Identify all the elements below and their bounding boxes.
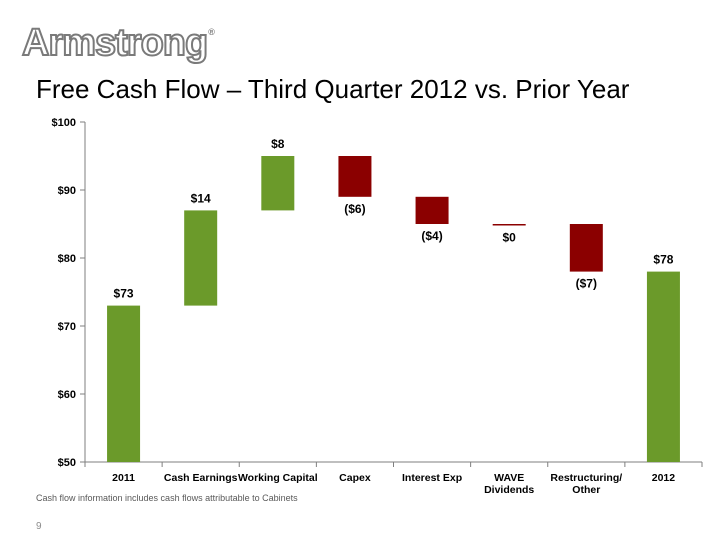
- data-label-1: $73: [114, 287, 134, 301]
- category-label: Dividends: [484, 484, 534, 496]
- y-tick-label: $80: [58, 253, 76, 265]
- armstrong-logo: Armstrong®: [21, 22, 215, 64]
- chart-data-labels: $73 $14 $8 ($6) ($4) $0 ($7) $78: [114, 137, 674, 301]
- category-label: Interest Exp: [402, 472, 462, 484]
- chart-category-labels: 2011 Cash Earnings Working Capital Capex Int…: [112, 472, 675, 496]
- registered-mark: ®: [208, 27, 215, 37]
- bar-5: [415, 196, 449, 224]
- y-tick-label: $60: [58, 389, 76, 401]
- bar-2: [184, 210, 218, 306]
- y-tick-label: $100: [52, 117, 76, 129]
- data-label-6: $0: [503, 230, 517, 244]
- data-label-4: ($6): [344, 202, 365, 216]
- page-title: Free Cash Flow – Third Quarter 2012 vs. …: [36, 74, 630, 104]
- category-label: 2011: [112, 472, 135, 484]
- data-label-2: $14: [191, 191, 211, 205]
- data-label-7: ($7): [576, 277, 597, 291]
- bar-4: [338, 156, 372, 197]
- category-label: Restructuring/: [550, 472, 622, 484]
- category-label: WAVE: [494, 472, 524, 484]
- y-tick-label: $50: [58, 457, 76, 469]
- data-label-3: $8: [271, 137, 285, 151]
- bar-6: [492, 224, 526, 226]
- bar-8: [646, 271, 680, 462]
- category-label: Other: [572, 484, 600, 496]
- category-label: Capex: [339, 472, 371, 484]
- bar-7: [569, 224, 603, 272]
- category-label: 2012: [652, 472, 676, 484]
- footnote: Cash flow information includes cash flow…: [36, 493, 298, 503]
- y-tick-label: $70: [58, 321, 76, 333]
- page-number: 9: [36, 521, 42, 532]
- bar-3: [261, 156, 295, 211]
- bar-1: [107, 305, 141, 462]
- logo-text: Armstrong: [21, 22, 209, 64]
- chart-axes: $50 $60 $70 $80 $90 $100: [52, 117, 703, 469]
- y-tick-label: $90: [58, 185, 76, 197]
- chart-bars: [107, 156, 680, 462]
- data-label-5: ($4): [421, 229, 442, 243]
- category-label: Cash Earnings: [164, 472, 238, 484]
- data-label-8: $78: [653, 253, 673, 267]
- category-label: Working Capital: [238, 472, 318, 484]
